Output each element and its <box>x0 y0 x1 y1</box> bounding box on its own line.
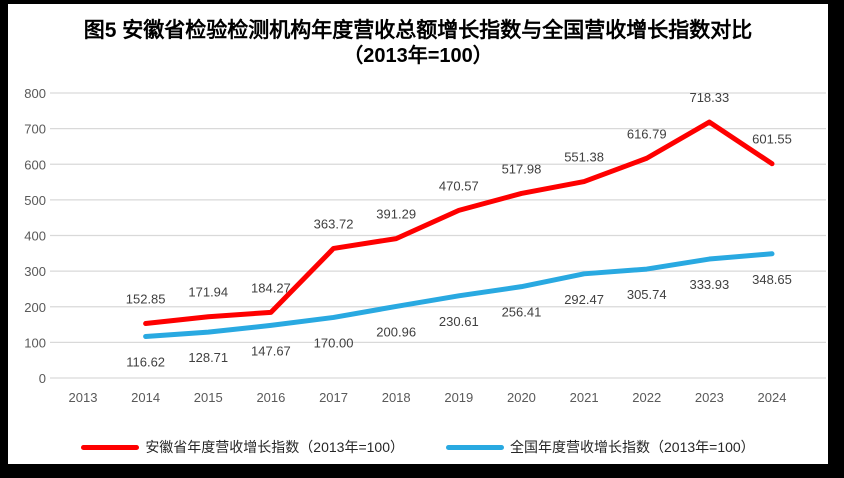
series-line-1 <box>143 251 775 339</box>
data-label: 147.67 <box>251 343 291 358</box>
legend-item-anhui: 安徽省年度营收增长指数（2013年=100） <box>81 437 404 457</box>
data-label: 305.74 <box>627 287 667 302</box>
data-label: 348.65 <box>752 272 792 287</box>
x-axis-tick-label: 2016 <box>256 390 285 405</box>
x-axis-tick-label: 2021 <box>570 390 599 405</box>
data-label: 184.27 <box>251 280 291 295</box>
data-label: 363.72 <box>314 216 354 231</box>
y-axis-tick-label: 700 <box>24 122 46 137</box>
y-axis-tick-label: 0 <box>39 371 46 386</box>
data-label: 470.57 <box>439 178 479 193</box>
chart-legend: 安徽省年度营收增长指数（2013年=100） 全国年度营收增长指数（2013年=… <box>8 437 828 457</box>
x-axis-tick-label: 2014 <box>131 390 160 405</box>
line-chart-plot: 0 100 200 300 400 500 600 700 800 2013 2014 2015 201… <box>24 86 826 405</box>
x-axis-tick-label: 2020 <box>507 390 536 405</box>
chart-panel: 图5 安徽省检验检测机构年度营收总额增长指数与全国营收增长指数对比 （2013年… <box>8 4 828 464</box>
x-axis-tick-label: 2022 <box>632 390 661 405</box>
y-axis-tick-label: 200 <box>24 300 46 315</box>
x-axis-tick-label: 2023 <box>695 390 724 405</box>
data-label: 152.85 <box>126 292 166 307</box>
data-label: 171.94 <box>188 285 228 300</box>
data-label: 116.62 <box>126 354 165 369</box>
data-label: 718.33 <box>689 90 729 105</box>
x-axis-tick-label: 2013 <box>69 390 98 405</box>
x-axis-tick-label: 2018 <box>382 390 411 405</box>
chart-title-line1: 图5 安徽省检验检测机构年度营收总额增长指数与全国营收增长指数对比 <box>83 19 753 42</box>
y-axis-tick-label: 600 <box>24 157 46 172</box>
data-label: 128.71 <box>188 350 228 365</box>
y-axis-tick-label: 800 <box>24 86 46 101</box>
y-axis-tick-label: 100 <box>24 335 46 350</box>
chart-title-line2: （2013年=100） <box>343 45 493 67</box>
data-label: 616.79 <box>627 126 667 141</box>
legend-label-anhui: 安徽省年度营收增长指数（2013年=100） <box>145 439 404 455</box>
data-label: 333.93 <box>689 277 729 292</box>
legend-item-national: 全国年度营收增长指数（2013年=100） <box>446 437 755 457</box>
national-series-swatch-icon <box>446 444 504 450</box>
anhui-series-swatch-icon <box>81 444 140 450</box>
data-label: 200.96 <box>376 324 416 339</box>
data-label: 601.55 <box>752 132 792 147</box>
data-label: 230.61 <box>439 314 479 329</box>
data-label: 170.00 <box>314 335 354 350</box>
y-axis-tick-label: 500 <box>24 193 46 208</box>
data-label: 391.29 <box>376 207 416 222</box>
data-label: 517.98 <box>502 161 542 176</box>
x-axis-tick-label: 2019 <box>444 390 473 405</box>
data-label: 292.47 <box>564 292 604 307</box>
x-axis-tick-label: 2024 <box>758 390 787 405</box>
y-axis-tick-label: 400 <box>24 229 46 244</box>
chart-title: 图5 安徽省检验检测机构年度营收总额增长指数与全国营收增长指数对比 （2013年… <box>8 18 828 69</box>
legend-label-national: 全国年度营收增长指数（2013年=100） <box>510 439 755 455</box>
x-axis-tick-label: 2017 <box>319 390 348 405</box>
y-axis-tick-label: 300 <box>24 264 46 279</box>
series-line-0 <box>143 119 775 327</box>
data-label: 551.38 <box>564 150 604 165</box>
x-axis-tick-label: 2015 <box>194 390 223 405</box>
data-label: 256.41 <box>502 305 542 320</box>
